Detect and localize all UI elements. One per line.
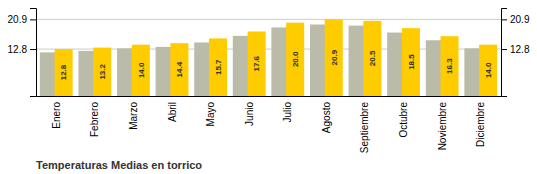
- axis-line: [502, 9, 508, 97]
- data-label: 20.0: [291, 51, 300, 67]
- tick: Julio: [282, 102, 293, 123]
- bar: [325, 19, 343, 96]
- tick-label: 12.8: [510, 44, 530, 55]
- tick: Noviembre: [437, 102, 448, 151]
- tick: Febrero: [89, 102, 100, 137]
- tick-label: 20.9: [8, 14, 28, 25]
- bar: [363, 21, 381, 96]
- bar: [93, 48, 111, 96]
- bar: [55, 49, 73, 96]
- tick-label: Marzo: [128, 102, 139, 130]
- bar: [209, 38, 227, 96]
- series: [40, 25, 491, 97]
- data-label: 20.5: [368, 50, 377, 66]
- tick-mark: [30, 19, 36, 20]
- tick-label: Julio: [282, 102, 293, 123]
- data-label: 13.2: [98, 63, 107, 79]
- axis-line: [30, 9, 37, 97]
- x-axis: Enero Febrero Marzo Abril Mayo Junio Julio Agos…: [37, 97, 502, 154]
- tick-label: Febrero: [89, 102, 100, 137]
- data-label: 17.6: [252, 55, 261, 71]
- bar: [286, 23, 304, 96]
- bar: [479, 45, 497, 96]
- bar: [402, 28, 420, 96]
- tick-label: 20.9: [510, 14, 530, 25]
- data-label: 18.5: [407, 54, 416, 70]
- data-label: 16.3: [445, 58, 454, 74]
- y-axis: 12.8 20.9: [8, 9, 37, 97]
- tick: Agosto: [321, 102, 332, 134]
- data-label: 15.7: [214, 59, 223, 75]
- tick: Marzo: [128, 102, 139, 130]
- data-label: 14.0: [137, 62, 146, 78]
- bars: [40, 19, 497, 96]
- bar: [248, 31, 266, 96]
- tick: Diciembre: [475, 102, 486, 147]
- y-axis: 12.8 20.9: [501, 9, 530, 97]
- grid-line: [36, 19, 501, 20]
- data-label: 14.0: [484, 62, 493, 78]
- tick: Octubre: [398, 102, 409, 138]
- tick-mark: [501, 49, 507, 50]
- tick-label: Noviembre: [437, 102, 448, 151]
- tick-label: Enero: [51, 102, 62, 129]
- tick: Junio: [244, 102, 255, 126]
- tick: 12.8: [8, 44, 36, 55]
- tick: Abril: [167, 102, 178, 122]
- tick: 20.9: [8, 14, 36, 25]
- tick-label: 12.8: [8, 44, 28, 55]
- bar: [441, 36, 459, 96]
- tick: 20.9: [501, 14, 530, 25]
- tick-label: Septiembre: [359, 102, 370, 154]
- tick: Enero: [51, 102, 62, 129]
- tick-label: Diciembre: [475, 102, 486, 147]
- data-label: 20.9: [330, 49, 339, 65]
- title: Temperaturas Medias en torrico: [36, 159, 202, 171]
- tick-label: Agosto: [321, 102, 332, 134]
- bar: [170, 43, 188, 96]
- tick-label: Mayo: [205, 102, 216, 127]
- tick-label: Junio: [244, 102, 255, 126]
- tick: Septiembre: [359, 102, 370, 154]
- series: [55, 19, 498, 96]
- data-label: 14.4: [175, 61, 184, 77]
- tick-label: Octubre: [398, 102, 409, 138]
- bar: [132, 45, 150, 96]
- tick-mark: [501, 19, 507, 20]
- axis-line: [37, 96, 502, 97]
- data-label: 12.8: [59, 64, 68, 80]
- data-labels: 12.8 13.2 14.0 14.4 15.7 17.6 20.0 20.9 20.5 18.5…: [59, 49, 492, 80]
- tick: Mayo: [205, 102, 216, 127]
- tick-mark: [30, 49, 36, 50]
- tick: 12.8: [501, 44, 530, 55]
- chart: 12.8 13.2 14.0 14.4 15.7 17.6 20.0 20.9 20.5 18.5…: [0, 0, 537, 174]
- plot: 12.8 13.2 14.0 14.4 15.7 17.6 20.0 20.9 20.5 18.5…: [8, 9, 530, 154]
- tick-label: Abril: [167, 102, 178, 122]
